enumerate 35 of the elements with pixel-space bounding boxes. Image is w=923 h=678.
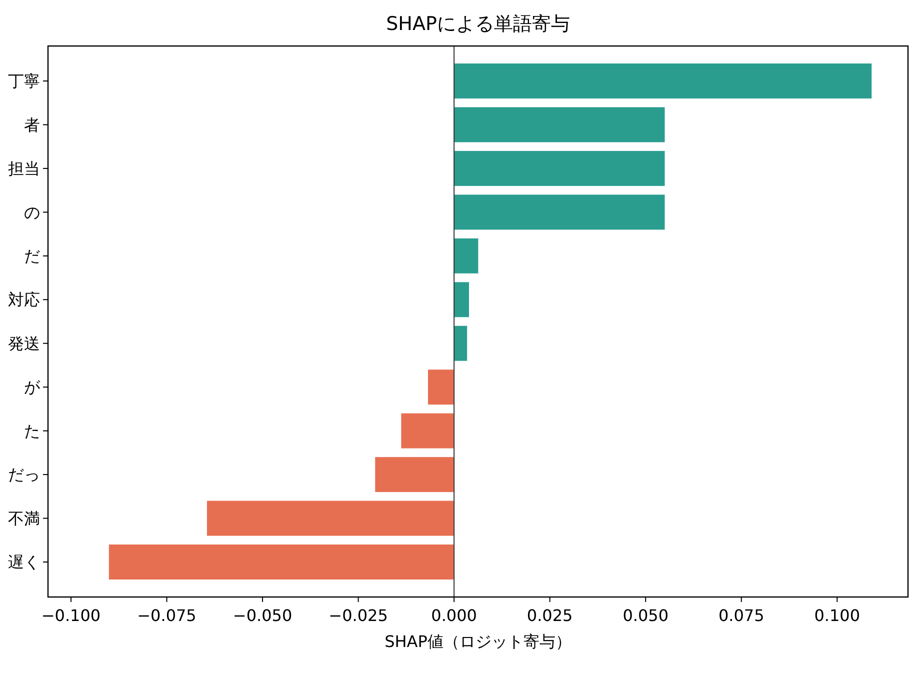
x-tick-label: −0.075: [137, 606, 196, 625]
y-tick-label: 対応: [8, 290, 40, 310]
y-tick-label: た: [24, 421, 40, 440]
bar: [454, 63, 872, 98]
x-tick-label: 0.050: [622, 606, 668, 625]
y-tick-label: 発送: [8, 334, 40, 353]
x-tick-label: −0.100: [41, 606, 101, 625]
bar: [401, 413, 454, 448]
x-tick-label: −0.025: [328, 606, 388, 625]
y-tick-label: 者: [24, 115, 40, 134]
y-tick-label: が: [24, 378, 41, 397]
bar: [108, 544, 454, 580]
x-tick-label: 0.100: [814, 606, 860, 625]
bar: [454, 282, 469, 318]
bar: [206, 500, 454, 536]
x-tick-label: −0.050: [232, 606, 292, 625]
y-tick-label: 担当: [8, 159, 40, 178]
y-tick-label: だ: [24, 246, 40, 266]
x-tick-label: 0.000: [431, 606, 477, 625]
bar: [454, 150, 665, 186]
bar: [454, 107, 665, 142]
chart-title: SHAPによる単語寄与: [386, 13, 570, 35]
y-tick-label: だっ: [8, 465, 40, 484]
y-tick-label: 丁寧: [8, 72, 40, 91]
y-tick-label: 遅く: [8, 552, 40, 572]
x-axis-title: SHAP値（ロジット寄与）: [384, 632, 572, 651]
bar: [454, 238, 478, 274]
y-tick-label: 不満: [8, 508, 40, 528]
bar: [454, 326, 468, 361]
x-tick-label: 0.025: [526, 606, 573, 625]
x-tick-label: 0.075: [718, 606, 764, 625]
bar: [428, 370, 454, 405]
y-tick-label: の: [24, 202, 40, 222]
bar: [375, 457, 454, 492]
bar: [454, 194, 665, 230]
